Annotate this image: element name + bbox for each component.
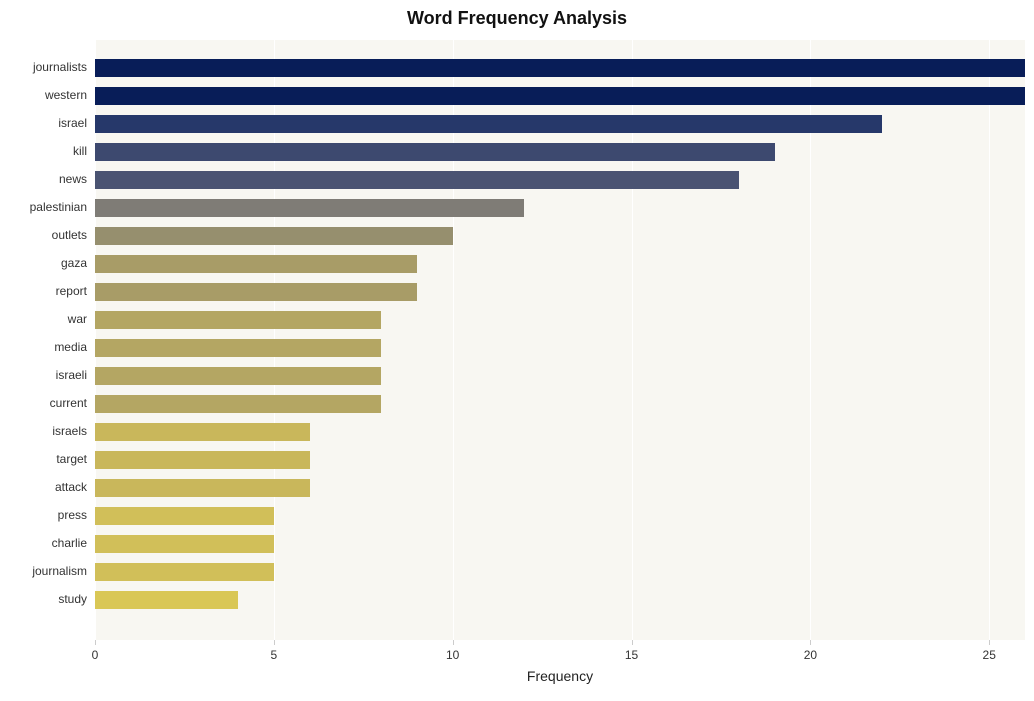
bar: [95, 199, 524, 217]
y-tick-label: target: [0, 452, 87, 466]
bar-row: [95, 451, 1025, 469]
bar-row: [95, 395, 1025, 413]
word-frequency-chart: Word Frequency Analysis Frequency 0 5 10 15…: [0, 0, 1034, 701]
y-tick-label: war: [0, 312, 87, 326]
bar: [95, 87, 1025, 105]
y-tick-label: charlie: [0, 536, 87, 550]
bar: [95, 367, 381, 385]
bar-row: [95, 59, 1025, 77]
bar: [95, 59, 1025, 77]
bar-row: [95, 367, 1025, 385]
bar-row: [95, 115, 1025, 133]
bar: [95, 115, 882, 133]
bar-row: [95, 199, 1025, 217]
x-tick-label: 0: [92, 648, 99, 662]
bar: [95, 283, 417, 301]
bar: [95, 479, 310, 497]
bar-row: [95, 423, 1025, 441]
bar: [95, 591, 238, 609]
bar-row: [95, 563, 1025, 581]
bar: [95, 507, 274, 525]
bar: [95, 143, 775, 161]
bar: [95, 339, 381, 357]
bar-row: [95, 143, 1025, 161]
x-tick-mark: [274, 640, 275, 645]
bar: [95, 311, 381, 329]
y-tick-label: gaza: [0, 256, 87, 270]
y-tick-label: israels: [0, 424, 87, 438]
y-tick-label: current: [0, 396, 87, 410]
bar-row: [95, 311, 1025, 329]
y-tick-label: kill: [0, 144, 87, 158]
bar-row: [95, 339, 1025, 357]
bar-row: [95, 535, 1025, 553]
y-tick-label: israeli: [0, 368, 87, 382]
x-tick-label: 25: [983, 648, 996, 662]
y-tick-label: palestinian: [0, 200, 87, 214]
x-tick-label: 20: [804, 648, 817, 662]
y-tick-label: report: [0, 284, 87, 298]
bar: [95, 535, 274, 553]
x-tick-label: 15: [625, 648, 638, 662]
plot-area: [95, 40, 1025, 640]
y-tick-label: press: [0, 508, 87, 522]
bar-row: [95, 255, 1025, 273]
bar-row: [95, 479, 1025, 497]
chart-title: Word Frequency Analysis: [0, 8, 1034, 29]
bar: [95, 423, 310, 441]
bar-row: [95, 171, 1025, 189]
y-tick-label: outlets: [0, 228, 87, 242]
x-tick-mark: [453, 640, 454, 645]
bar-row: [95, 283, 1025, 301]
bar: [95, 451, 310, 469]
bar: [95, 255, 417, 273]
bar-row: [95, 507, 1025, 525]
x-tick-mark: [989, 640, 990, 645]
y-tick-label: journalists: [0, 60, 87, 74]
bar: [95, 563, 274, 581]
x-axis-label: Frequency: [95, 668, 1025, 684]
x-tick-mark: [95, 640, 96, 645]
x-tick-label: 5: [271, 648, 278, 662]
x-tick-mark: [632, 640, 633, 645]
bar: [95, 395, 381, 413]
y-tick-label: news: [0, 172, 87, 186]
y-tick-label: western: [0, 88, 87, 102]
bar-row: [95, 227, 1025, 245]
y-tick-label: journalism: [0, 564, 87, 578]
y-tick-label: study: [0, 592, 87, 606]
y-tick-label: israel: [0, 116, 87, 130]
y-tick-label: attack: [0, 480, 87, 494]
x-tick-label: 10: [446, 648, 459, 662]
bar: [95, 227, 453, 245]
bar-row: [95, 87, 1025, 105]
y-tick-label: media: [0, 340, 87, 354]
bar: [95, 171, 739, 189]
x-tick-mark: [810, 640, 811, 645]
bar-row: [95, 591, 1025, 609]
